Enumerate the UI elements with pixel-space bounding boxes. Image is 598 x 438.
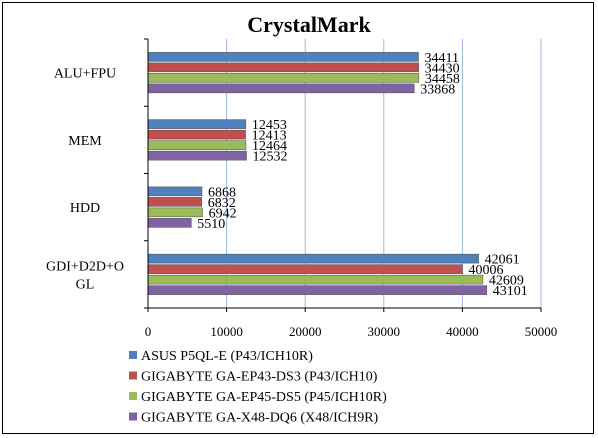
legend-label: ASUS P5QL-E (P43/ICH10R): [141, 349, 313, 364]
legend-label: GIGABYTE GA-EP43-DS3 (P43/ICH10): [141, 370, 378, 385]
x-tick-label: 30000: [368, 324, 401, 339]
bar: [147, 274, 484, 285]
data-label: 34411: [424, 51, 458, 66]
bar: [147, 197, 202, 207]
bar: [147, 119, 247, 129]
x-tick-label: 20000: [289, 324, 322, 339]
bars: [147, 52, 488, 295]
data-label: 34430: [425, 61, 460, 76]
axes: ALU+FPU MEM HDD GDI+D2D+O GL 0 10000 20000 30000…: [46, 38, 558, 339]
category-label: GDI+D2D+O: [46, 259, 124, 274]
category-label: MEM: [68, 134, 102, 149]
chart-title: CrystalMark: [247, 12, 371, 37]
bar: [147, 186, 203, 197]
x-tick-label: 0: [145, 324, 152, 339]
crystalmark-chart: CrystalMark ALU+FPU MEM HDD GDI+D2D+O GL 0 100…: [46, 12, 558, 426]
bar: [147, 52, 419, 62]
legend-swatch: [129, 392, 137, 400]
data-label: 40006: [468, 263, 503, 278]
data-label: 43101: [493, 284, 528, 299]
chart-frame: CrystalMark ALU+FPU MEM HDD GDI+D2D+O GL 0 100…: [2, 2, 594, 434]
bar: [147, 285, 488, 295]
data-label: 6832: [208, 196, 236, 211]
legend-swatch: [129, 371, 137, 380]
bar: [147, 264, 463, 274]
legend-swatch: [129, 412, 137, 421]
x-tick-label: 40000: [446, 324, 479, 339]
data-label: 12532: [253, 150, 288, 165]
data-label: 33868: [420, 82, 455, 97]
x-tick-label: 50000: [525, 324, 558, 339]
category-label: GL: [76, 277, 95, 292]
data-label: 5510: [197, 217, 225, 232]
x-tick-label: 10000: [210, 324, 243, 339]
bar: [147, 62, 419, 73]
legend-swatch: [129, 351, 137, 359]
legend-label: GIGABYTE GA-X48-DQ6 (X48/ICH9R): [141, 411, 379, 426]
bar: [147, 129, 246, 140]
bar: [147, 73, 420, 83]
bar: [147, 140, 247, 150]
legend: ASUS P5QL-E (P43/ICH10R) GIGABYTE GA-EP43…: [129, 349, 387, 426]
bar: [147, 207, 203, 218]
data-label: 12453: [252, 118, 287, 133]
data-label: 12464: [252, 139, 287, 154]
data-label: 6942: [209, 206, 237, 221]
bar: [147, 218, 192, 228]
category-label: ALU+FPU: [54, 67, 116, 82]
data-label: 6868: [208, 185, 236, 200]
data-label: 34458: [425, 72, 460, 87]
data-label: 42061: [485, 253, 520, 268]
bar: [147, 150, 247, 161]
bar: [147, 83, 415, 94]
bar: [147, 253, 479, 264]
category-label: HDD: [70, 201, 100, 216]
legend-label: GIGABYTE GA-EP45-DS5 (P45/ICH10R): [141, 390, 387, 405]
data-label: 42609: [489, 274, 524, 289]
data-label: 12413: [252, 129, 287, 144]
